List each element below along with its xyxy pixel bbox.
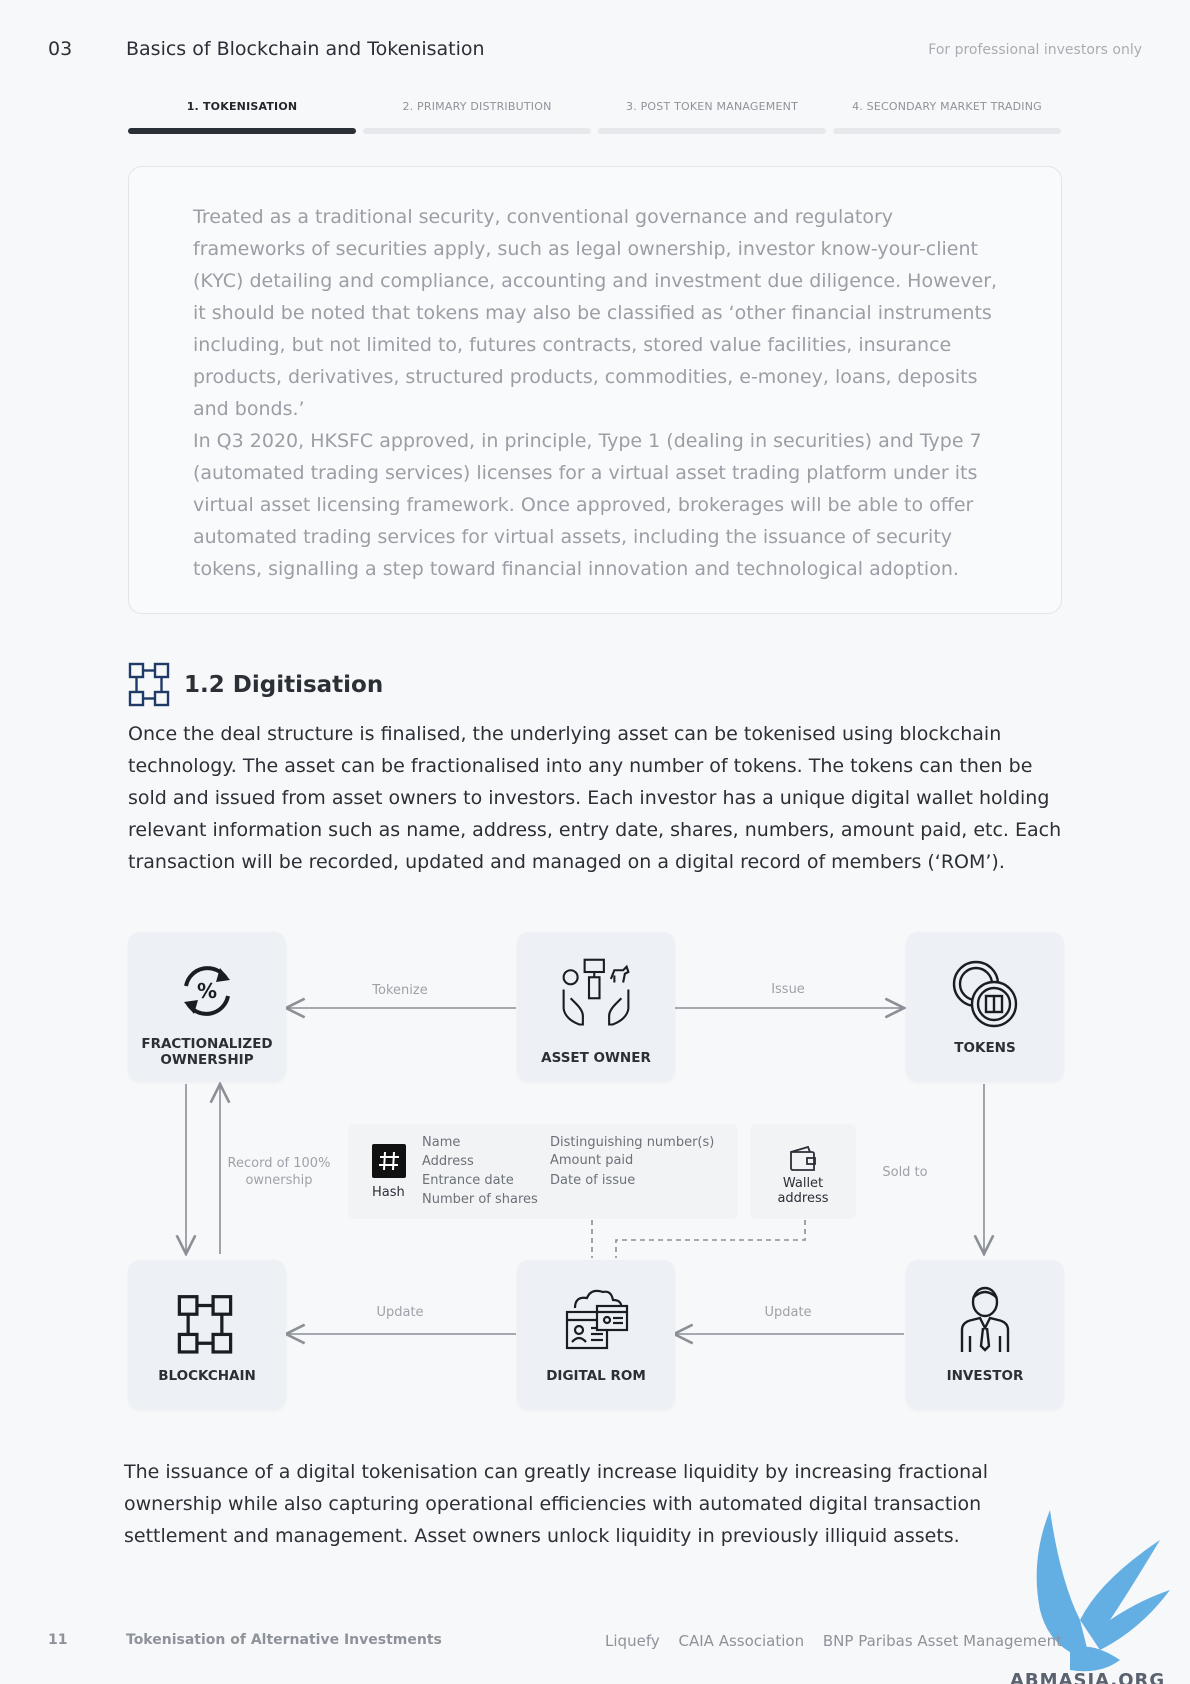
section-heading: 1.2 Digitisation bbox=[184, 672, 384, 698]
hands-assets-icon bbox=[562, 958, 630, 1026]
section-body: Once the deal structure is finalised, th… bbox=[128, 723, 1062, 873]
sold-to-label: Sold to bbox=[882, 1165, 928, 1180]
tab-tokenisation[interactable]: 1. TOKENISATION bbox=[128, 100, 356, 136]
node-label-line2: OWNERSHIP bbox=[160, 1052, 254, 1068]
svg-text:%: % bbox=[197, 979, 217, 1003]
update-right-label: Update bbox=[764, 1305, 812, 1320]
field-entrance-date: Entrance date bbox=[422, 1173, 514, 1188]
page-title: Basics of Blockchain and Tokenisation bbox=[126, 38, 485, 60]
tab-progress-bar bbox=[833, 128, 1061, 134]
org-liquefy: Liquefy bbox=[605, 1632, 660, 1650]
callout-paragraph: In Q3 2020, HKSFC approved, in principle… bbox=[193, 430, 982, 580]
node-label: ASSET OWNER bbox=[541, 1050, 651, 1066]
blockchain-icon bbox=[177, 1295, 233, 1354]
rom-fields-panel: Hash Name Address Entrance date Number o… bbox=[348, 1124, 738, 1219]
node-tokens: TOKENS bbox=[906, 932, 1064, 1082]
field-name: Name bbox=[422, 1135, 461, 1150]
tab-progress-bar bbox=[128, 128, 356, 134]
field-number-of-shares: Number of shares bbox=[422, 1192, 538, 1207]
node-digital-rom: DIGITAL ROM bbox=[517, 1260, 675, 1410]
watermark-text: ABMASIA.ORG bbox=[1010, 1670, 1166, 1684]
node-label-line1: FRACTIONALIZED bbox=[141, 1036, 273, 1052]
tab-progress-bar bbox=[363, 128, 591, 134]
node-label: TOKENS bbox=[954, 1040, 1016, 1056]
tab-primary-distribution[interactable]: 2. PRIMARY DISTRIBUTION bbox=[363, 100, 591, 136]
tokenize-label: Tokenize bbox=[372, 983, 428, 998]
footer-organisations: Liquefy CAIA Association BNP Paribas Ass… bbox=[591, 1632, 1062, 1650]
node-label: BLOCKCHAIN bbox=[158, 1368, 256, 1384]
node-label: INVESTOR bbox=[946, 1368, 1024, 1384]
blockchain-icon bbox=[128, 662, 170, 707]
wallet-icon bbox=[790, 1145, 816, 1171]
node-label: DIGITAL ROM bbox=[546, 1368, 646, 1384]
wallet-label-line1: Wallet bbox=[782, 1176, 824, 1191]
field-date-of-issue: Date of issue bbox=[550, 1173, 636, 1188]
node-asset-owner: ASSET OWNER bbox=[517, 932, 675, 1082]
hash-label: Hash bbox=[372, 1185, 405, 1200]
section-number: 03 bbox=[48, 38, 73, 60]
audience-note: For professional investors only bbox=[928, 42, 1142, 58]
node-investor: INVESTOR bbox=[906, 1260, 1064, 1410]
wallet-link-dashed bbox=[615, 1220, 806, 1258]
update-left-label: Update bbox=[376, 1305, 424, 1320]
coins-icon bbox=[952, 960, 1018, 1028]
tab-label: 2. PRIMARY DISTRIBUTION bbox=[402, 100, 552, 113]
issue-label: Issue bbox=[771, 982, 805, 997]
percent-cycle-icon: % bbox=[184, 966, 230, 1016]
hash-icon bbox=[372, 1144, 406, 1178]
node-blockchain: BLOCKCHAIN bbox=[128, 1260, 286, 1410]
field-address: Address bbox=[422, 1154, 474, 1169]
watermark-logo bbox=[1036, 1510, 1170, 1672]
wallet-address-label: Wallet address bbox=[750, 1176, 856, 1206]
tab-label: 3. POST TOKEN MANAGEMENT bbox=[626, 100, 798, 113]
node-fractionalized-ownership: % FRACTIONALIZED OWNERSHIP bbox=[128, 932, 286, 1082]
field-amount-paid: Amount paid bbox=[550, 1153, 634, 1168]
org-bnp-paribas: BNP Paribas Asset Management bbox=[822, 1632, 1062, 1650]
regulatory-callout: Treated as a traditional security, conve… bbox=[128, 166, 1062, 614]
tab-label: 4. SECONDARY MARKET TRADING bbox=[852, 100, 1042, 113]
wallet-panel: Wallet address bbox=[750, 1124, 856, 1219]
wallet-label-line2: address bbox=[777, 1191, 829, 1206]
callout-paragraph: Treated as a traditional security, conve… bbox=[193, 206, 998, 420]
record-label-line1: Record of 100% bbox=[227, 1156, 331, 1171]
person-icon bbox=[960, 1286, 1010, 1352]
tab-progress-bar bbox=[598, 128, 826, 134]
field-distinguishing-numbers: Distinguishing number(s) bbox=[550, 1135, 715, 1150]
digital-record-icon bbox=[565, 1289, 629, 1350]
node-label: FRACTIONALIZED OWNERSHIP bbox=[128, 1036, 286, 1068]
record-label: Record of 100% ownership bbox=[224, 1155, 334, 1189]
org-caia: CAIA Association bbox=[678, 1632, 805, 1650]
tab-label: 1. TOKENISATION bbox=[186, 100, 298, 113]
tab-post-token-management[interactable]: 3. POST TOKEN MANAGEMENT bbox=[598, 100, 826, 136]
record-label-line2: ownership bbox=[245, 1173, 313, 1188]
page-number: 11 bbox=[48, 1632, 68, 1648]
closing-paragraph: The issuance of a digital tokenisation c… bbox=[124, 1461, 989, 1547]
footer-title: Tokenisation of Alternative Investments bbox=[126, 1632, 442, 1648]
tab-secondary-market-trading[interactable]: 4. SECONDARY MARKET TRADING bbox=[833, 100, 1061, 136]
